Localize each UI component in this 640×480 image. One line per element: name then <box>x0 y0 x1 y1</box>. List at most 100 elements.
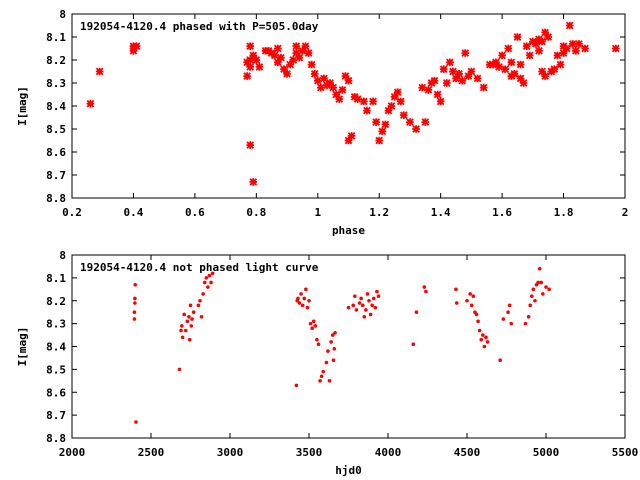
data-point <box>568 40 577 48</box>
data-point <box>525 51 534 60</box>
data-point <box>406 118 414 126</box>
x-tick-label: 3500 <box>296 446 323 459</box>
data-point <box>359 296 363 301</box>
data-point <box>353 294 357 298</box>
data-point <box>280 65 288 74</box>
data-point <box>183 328 188 333</box>
data-point <box>246 56 255 64</box>
data-point <box>464 72 473 80</box>
data-point <box>528 303 532 308</box>
data-point <box>371 296 376 301</box>
y-tick-label: 8.4 <box>46 100 66 113</box>
data-point <box>538 37 546 46</box>
data-point <box>446 58 454 67</box>
data-point <box>132 317 137 321</box>
data-point <box>190 317 194 321</box>
data-point <box>332 346 337 351</box>
x-tick-label: 0.6 <box>185 206 205 219</box>
data-point <box>180 335 185 340</box>
data-point <box>541 292 545 296</box>
data-point <box>507 58 516 67</box>
data-point <box>95 67 104 76</box>
data-point <box>384 106 393 115</box>
data-point <box>210 271 215 276</box>
data-point <box>476 319 480 324</box>
data-point <box>187 337 192 342</box>
data-point <box>498 51 506 60</box>
data-point <box>252 56 261 64</box>
data-point <box>532 40 540 48</box>
chart-title: 192054-4120.4 phased with P=505.0day <box>80 20 319 33</box>
data-point <box>482 344 487 349</box>
data-point <box>327 379 332 383</box>
data-point <box>533 298 537 303</box>
data-point <box>536 280 540 285</box>
data-point <box>249 51 258 60</box>
data-point <box>338 86 347 94</box>
data-point <box>501 317 506 321</box>
x-tick-label: 3000 <box>217 446 244 459</box>
data-point <box>189 324 194 328</box>
data-point <box>411 342 416 347</box>
data-point <box>332 90 341 99</box>
data-point <box>469 303 474 308</box>
data-point <box>317 83 325 92</box>
x-tick-label: 0.4 <box>124 206 144 219</box>
data-point <box>188 303 193 308</box>
data-point <box>541 72 549 80</box>
data-point <box>286 60 294 69</box>
data-point <box>553 51 562 60</box>
data-point <box>207 273 212 278</box>
data-point <box>365 292 370 296</box>
y-tick-label: 8.8 <box>46 192 66 205</box>
data-point <box>132 42 141 51</box>
data-point <box>522 42 531 51</box>
data-point <box>454 301 459 305</box>
data-point <box>319 374 324 379</box>
data-point <box>346 305 351 310</box>
data-point <box>422 285 427 289</box>
data-point <box>313 76 322 85</box>
data-point <box>477 328 482 333</box>
data-point <box>329 340 333 344</box>
data-point <box>310 69 319 78</box>
data-point <box>468 292 472 296</box>
x-tick-label: 2500 <box>138 446 165 459</box>
data-point <box>442 79 451 87</box>
data-point <box>318 379 322 383</box>
x-tick-label: 1.4 <box>431 206 451 219</box>
data-point <box>396 97 405 106</box>
data-point <box>344 136 353 145</box>
data-point <box>360 303 365 308</box>
data-point <box>378 127 387 136</box>
data-point <box>206 285 210 289</box>
chart-title: 192054-4120.4 not phased light curve <box>80 261 319 274</box>
data-point <box>133 301 137 305</box>
data-point <box>299 292 303 296</box>
data-point <box>295 53 304 62</box>
data-point <box>501 65 510 74</box>
x-tick-label: 4500 <box>454 446 481 459</box>
y-tick-label: 8.4 <box>46 341 66 354</box>
data-point <box>204 276 209 280</box>
x-tick-label: 0.8 <box>246 206 266 219</box>
data-point <box>538 67 546 76</box>
data-point <box>134 420 138 424</box>
data-point <box>305 305 310 310</box>
data-point <box>298 46 307 55</box>
data-point <box>182 312 186 317</box>
data-point <box>376 294 381 298</box>
data-point <box>513 33 522 41</box>
data-point <box>465 298 469 303</box>
x-tick-label: 1.2 <box>369 206 389 219</box>
data-point <box>362 314 367 319</box>
data-point <box>375 289 379 294</box>
data-point <box>304 49 313 57</box>
data-point <box>249 178 258 186</box>
data-point <box>424 289 428 294</box>
data-point <box>335 95 344 103</box>
y-tick-label: 8 <box>59 8 66 21</box>
data-point <box>531 287 536 292</box>
data-point <box>351 303 356 308</box>
